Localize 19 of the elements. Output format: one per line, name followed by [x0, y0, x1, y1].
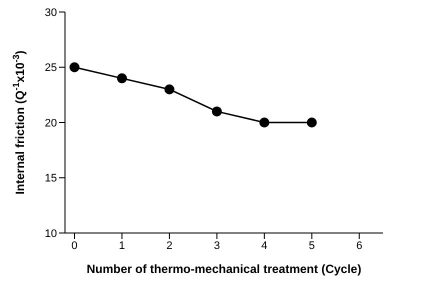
x-tick-label: 5: [308, 240, 315, 252]
point: [116, 73, 127, 84]
point: [306, 118, 317, 128]
point: [259, 118, 270, 128]
x-tick-label: 4: [261, 240, 268, 252]
y-tick-label: 20: [44, 117, 57, 130]
y-tick-label: 30: [44, 6, 57, 19]
x-tick-label: 2: [166, 240, 172, 252]
point: [69, 62, 80, 72]
x-tick-label: 6: [356, 240, 362, 252]
x-tick-label: 0: [71, 240, 78, 252]
y-tick-label: 10: [44, 228, 57, 240]
point: [164, 84, 174, 94]
y-tick-label: 25: [44, 62, 57, 74]
point: [212, 106, 222, 116]
x-tick-label: 3: [214, 240, 220, 252]
x-axis-title: Number of thermo-mechanical treatment (Cycle): [86, 262, 362, 276]
x-tick-label: 1: [118, 240, 126, 252]
y-tick-label: 15: [44, 172, 57, 185]
